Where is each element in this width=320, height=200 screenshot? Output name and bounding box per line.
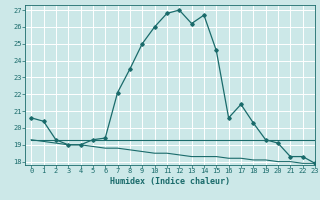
X-axis label: Humidex (Indice chaleur): Humidex (Indice chaleur) [110, 177, 230, 186]
